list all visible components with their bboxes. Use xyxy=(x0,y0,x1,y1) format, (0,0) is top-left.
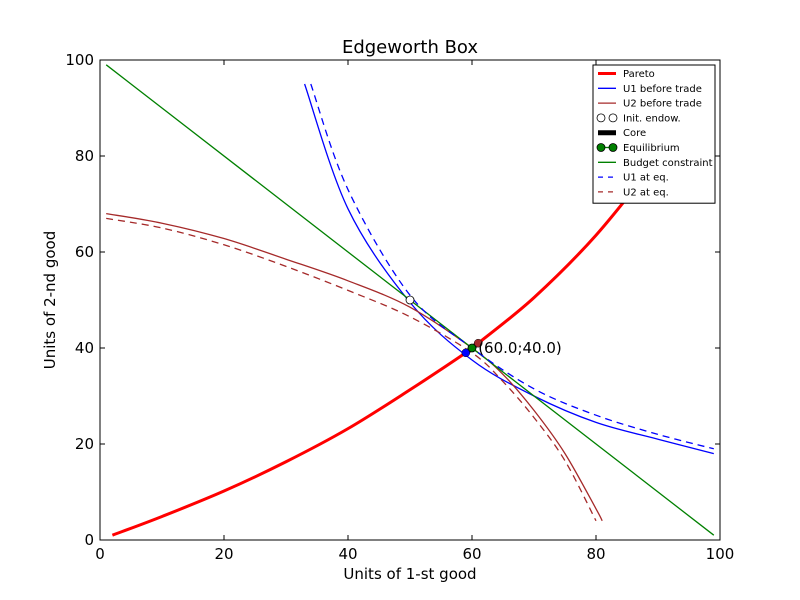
equilibrium-annotation: (60.0;40.0) xyxy=(478,339,562,357)
x-tick-label: 80 xyxy=(586,545,605,563)
legend-marker xyxy=(608,113,618,123)
legend-label: Pareto xyxy=(623,69,655,80)
legend: Pareto U1 before trade U2 before trade Init… xyxy=(592,64,716,204)
legend-label: Equilibrium xyxy=(623,143,680,154)
x-tick-label: 40 xyxy=(338,545,357,563)
y-tick-label: 60 xyxy=(75,243,94,261)
y-axis-title: Units of 2-nd good xyxy=(41,231,59,370)
legend-label: Init. endow. xyxy=(623,113,681,124)
y-tick-label: 100 xyxy=(65,51,94,69)
y-tick-label: 40 xyxy=(75,339,94,357)
chart-title: Edgeworth Box xyxy=(342,37,478,58)
legend-item-budget-constraint: Budget constraint xyxy=(598,158,713,169)
legend-label: U2 before trade xyxy=(623,99,702,110)
x-tick-label: 100 xyxy=(706,545,735,563)
series-u1-at-eq xyxy=(310,83,714,450)
tangency-point xyxy=(461,348,471,358)
legend-marker xyxy=(596,143,606,152)
tangency-point xyxy=(473,338,483,348)
legend-item-pareto: Pareto xyxy=(598,69,655,80)
legend-label: Budget constraint xyxy=(623,158,713,169)
x-tick-label: 20 xyxy=(214,545,233,563)
legend-item-init-endow: Init. endow. xyxy=(596,113,681,124)
legend-marker xyxy=(596,113,606,123)
equilibrium-label: (60.0;40.0) xyxy=(478,339,562,357)
series-u1-before-trade xyxy=(303,83,714,455)
legend-item-u2-before-trade: U2 before trade xyxy=(598,99,702,110)
plot-frame xyxy=(99,59,721,541)
x-axis-title: Units of 1-st good xyxy=(343,565,476,583)
legend-item-equilibrium: Equilibrium xyxy=(596,143,680,154)
plot-area xyxy=(105,64,715,537)
legend-item-core: Core xyxy=(598,128,646,139)
y-tick-label: 20 xyxy=(75,435,94,453)
x-tick-label: 0 xyxy=(95,545,105,563)
series-pareto xyxy=(111,131,678,537)
legend-item-u2-at-eq: U2 at eq. xyxy=(598,187,669,198)
series-u2-at-eq xyxy=(106,217,597,522)
axis-ticks: 0 20 40 60 80 100 0 20 40 60 80 100 xyxy=(65,51,734,563)
marker-equilibrium xyxy=(467,343,477,353)
marker-init-endow xyxy=(405,295,415,305)
series-u2-before-trade xyxy=(106,212,603,522)
legend-label: U1 before trade xyxy=(623,84,702,95)
y-tick-label: 80 xyxy=(75,147,94,165)
legend-item-u1-at-eq: U1 at eq. xyxy=(598,173,669,184)
legend-label: U1 at eq. xyxy=(623,173,669,184)
x-tick-label: 60 xyxy=(462,545,481,563)
legend-item-u1-before-trade: U1 before trade xyxy=(598,84,702,95)
legend-label: U2 at eq. xyxy=(623,187,669,198)
y-tick-label: 0 xyxy=(84,531,94,549)
legend-marker xyxy=(608,143,618,152)
legend-label: Core xyxy=(623,128,646,139)
